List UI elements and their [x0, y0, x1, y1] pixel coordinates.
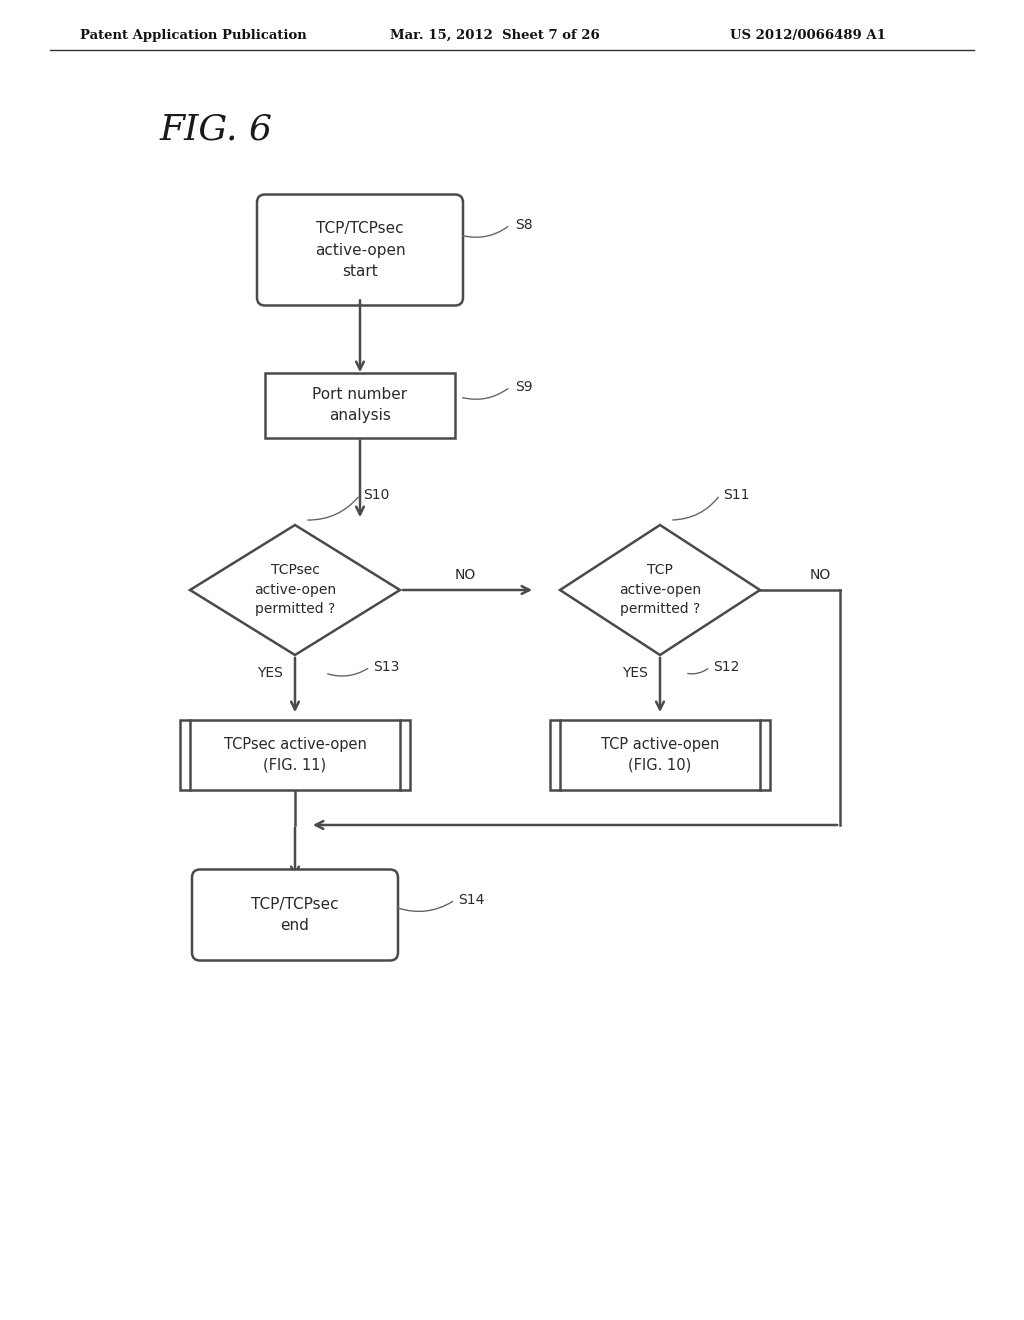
Text: YES: YES: [257, 667, 283, 680]
FancyBboxPatch shape: [193, 870, 398, 961]
Polygon shape: [190, 525, 400, 655]
Text: TCP
active-open
permitted ?: TCP active-open permitted ?: [618, 564, 701, 616]
Text: NO: NO: [455, 568, 476, 582]
Text: TCP/TCPsec
active-open
start: TCP/TCPsec active-open start: [314, 222, 406, 279]
Bar: [180, 719, 410, 789]
Text: TCPsec
active-open
permitted ?: TCPsec active-open permitted ?: [254, 564, 336, 616]
Text: S9: S9: [515, 380, 532, 393]
Text: S8: S8: [515, 218, 532, 232]
Text: S14: S14: [458, 894, 484, 907]
Text: S10: S10: [362, 488, 389, 502]
Text: Port number
analysis: Port number analysis: [312, 387, 408, 422]
Text: TCP/TCPsec
end: TCP/TCPsec end: [251, 898, 339, 933]
Text: Mar. 15, 2012  Sheet 7 of 26: Mar. 15, 2012 Sheet 7 of 26: [390, 29, 600, 41]
Text: TCPsec active-open
(FIG. 11): TCPsec active-open (FIG. 11): [223, 737, 367, 774]
Bar: [550, 719, 770, 789]
Text: Patent Application Publication: Patent Application Publication: [80, 29, 307, 41]
Text: US 2012/0066489 A1: US 2012/0066489 A1: [730, 29, 886, 41]
Text: FIG. 6: FIG. 6: [160, 114, 273, 147]
Text: S13: S13: [373, 660, 399, 675]
Polygon shape: [560, 525, 760, 655]
FancyBboxPatch shape: [257, 194, 463, 305]
Text: NO: NO: [810, 568, 831, 582]
Text: TCP active-open
(FIG. 10): TCP active-open (FIG. 10): [601, 737, 719, 774]
Text: S11: S11: [723, 488, 750, 502]
Bar: [265, 372, 455, 437]
Text: YES: YES: [622, 667, 648, 680]
Text: S12: S12: [713, 660, 739, 675]
